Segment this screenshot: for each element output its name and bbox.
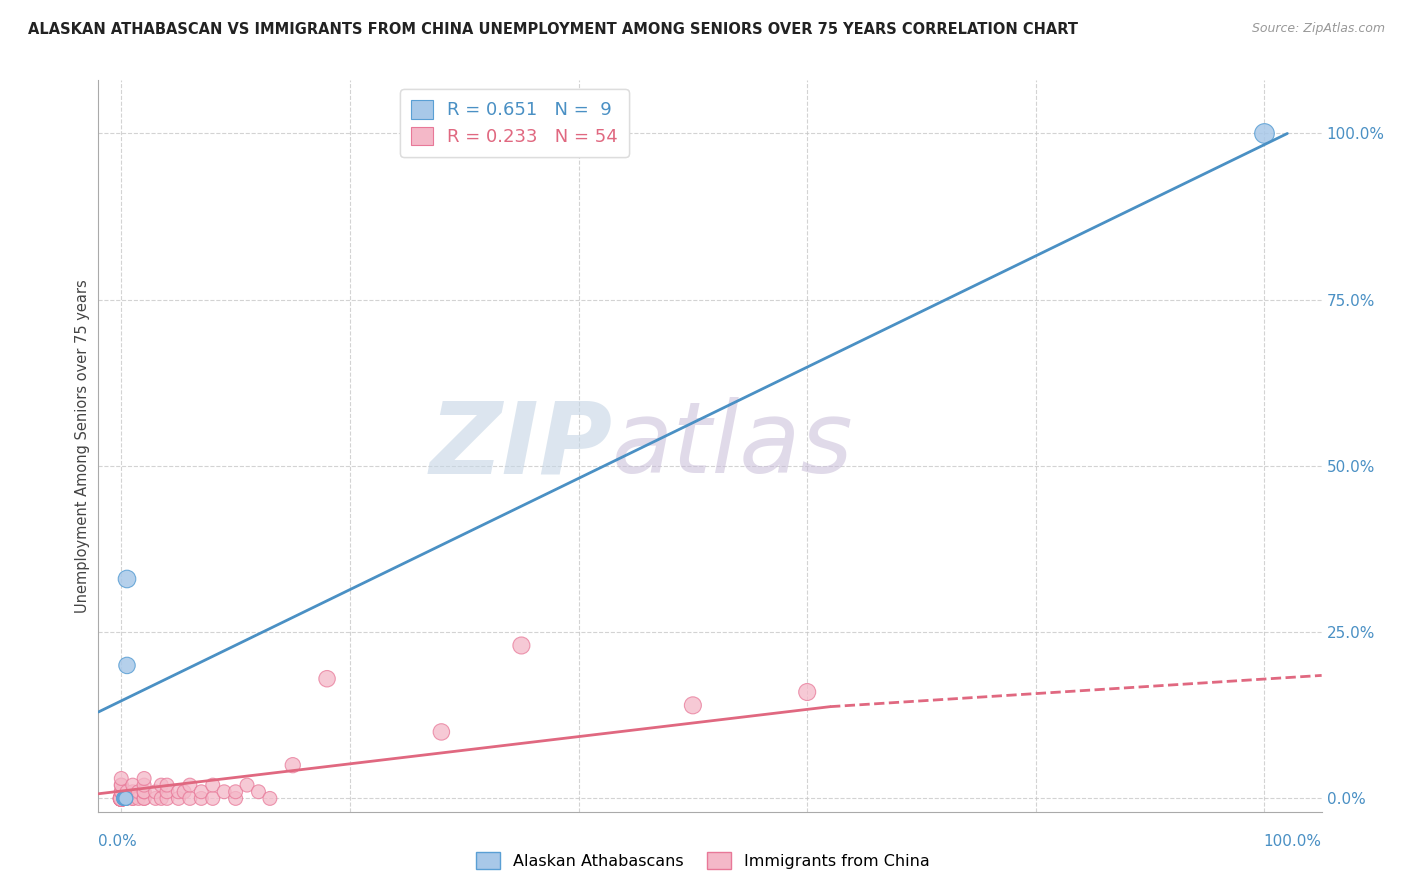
Point — [145, 791, 167, 805]
Text: atlas: atlas — [612, 398, 853, 494]
Legend: R = 0.651   N =  9, R = 0.233   N = 54: R = 0.651 N = 9, R = 0.233 N = 54 — [401, 89, 628, 157]
Point — [167, 785, 190, 799]
Point — [110, 785, 132, 799]
Point — [110, 791, 132, 805]
Point — [430, 725, 453, 739]
Point — [682, 698, 704, 713]
Point — [212, 785, 235, 799]
Point — [110, 772, 132, 786]
Point — [225, 791, 247, 805]
Point — [190, 785, 212, 799]
Point — [115, 785, 138, 799]
Point — [134, 772, 156, 786]
Point — [115, 791, 138, 805]
Point — [121, 785, 143, 799]
Point — [114, 791, 136, 805]
Point — [112, 791, 135, 805]
Point — [190, 791, 212, 805]
Point — [134, 791, 156, 805]
Text: ZIP: ZIP — [429, 398, 612, 494]
Point — [156, 785, 179, 799]
Point — [145, 785, 167, 799]
Point — [281, 758, 304, 772]
Point — [115, 572, 138, 586]
Text: 100.0%: 100.0% — [1264, 834, 1322, 849]
Point — [110, 778, 132, 792]
Point — [134, 791, 156, 805]
Y-axis label: Unemployment Among Seniors over 75 years: Unemployment Among Seniors over 75 years — [75, 279, 90, 613]
Point — [115, 791, 138, 805]
Point — [316, 672, 339, 686]
Text: Source: ZipAtlas.com: Source: ZipAtlas.com — [1251, 22, 1385, 36]
Point — [121, 791, 143, 805]
Point — [114, 791, 136, 805]
Point — [110, 791, 132, 805]
Point — [150, 778, 173, 792]
Point — [796, 685, 818, 699]
Point — [167, 791, 190, 805]
Point — [134, 785, 156, 799]
Point — [179, 791, 201, 805]
Point — [110, 791, 132, 805]
Point — [156, 778, 179, 792]
Point — [112, 791, 135, 805]
Point — [115, 658, 138, 673]
Point — [259, 791, 281, 805]
Point — [110, 791, 132, 805]
Point — [134, 778, 156, 792]
Point — [156, 791, 179, 805]
Point — [127, 785, 149, 799]
Point — [115, 791, 138, 805]
Point — [1253, 127, 1275, 141]
Point — [127, 791, 149, 805]
Point — [110, 791, 132, 805]
Legend: Alaskan Athabascans, Immigrants from China: Alaskan Athabascans, Immigrants from Chi… — [470, 846, 936, 875]
Point — [201, 778, 224, 792]
Point — [134, 785, 156, 799]
Point — [121, 778, 143, 792]
Point — [110, 785, 132, 799]
Point — [179, 778, 201, 792]
Text: 0.0%: 0.0% — [98, 834, 138, 849]
Point — [110, 791, 132, 805]
Point — [225, 785, 247, 799]
Point — [110, 791, 132, 805]
Point — [201, 791, 224, 805]
Point — [247, 785, 270, 799]
Point — [110, 778, 132, 792]
Text: ALASKAN ATHABASCAN VS IMMIGRANTS FROM CHINA UNEMPLOYMENT AMONG SENIORS OVER 75 Y: ALASKAN ATHABASCAN VS IMMIGRANTS FROM CH… — [28, 22, 1078, 37]
Point — [510, 639, 533, 653]
Point — [150, 791, 173, 805]
Point — [173, 785, 195, 799]
Point — [236, 778, 259, 792]
Point — [121, 791, 143, 805]
